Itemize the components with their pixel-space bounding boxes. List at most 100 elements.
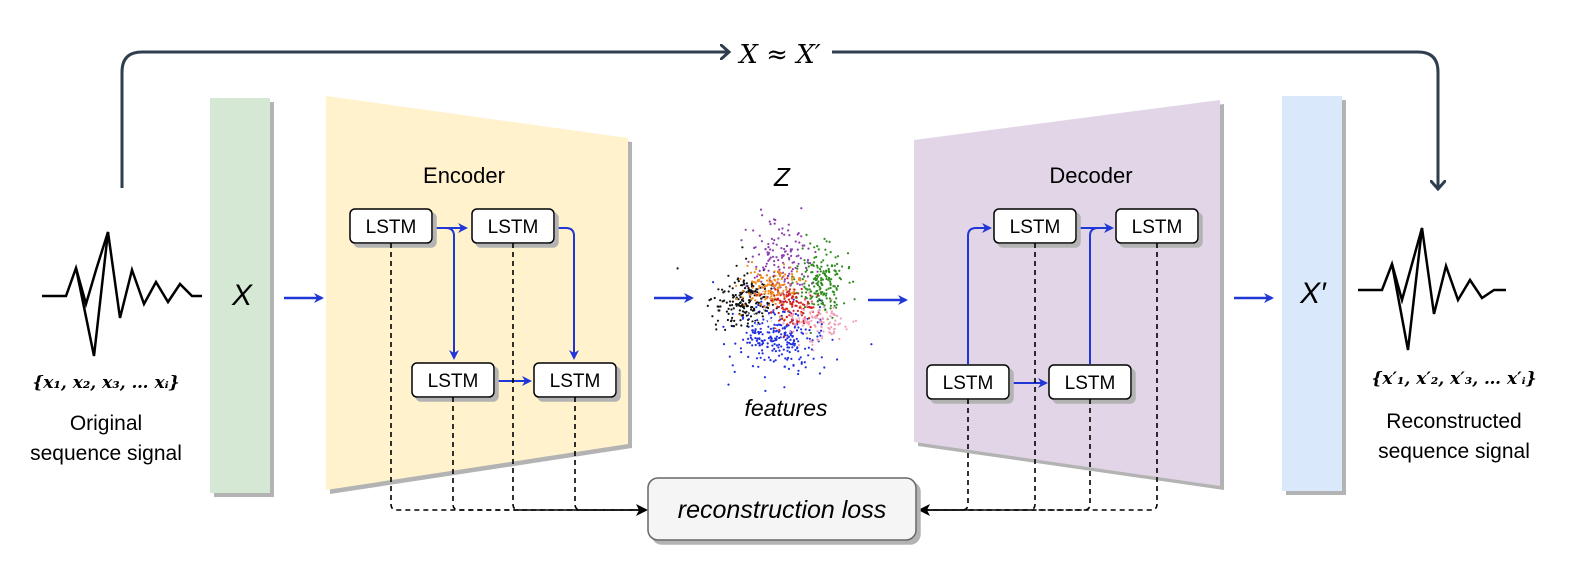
latent-point: [759, 276, 763, 279]
latent-point: [778, 286, 781, 289]
reconstructed-sequence-label: {x′₁, x′₂, x′₃, … x′ᵢ}: [1371, 369, 1536, 389]
latent-point: [797, 350, 800, 353]
latent-point: [833, 304, 836, 307]
latent-point: [791, 273, 794, 276]
latent-point: [821, 299, 824, 302]
latent-point: [816, 289, 819, 292]
latent-point: [765, 262, 768, 265]
latent-point: [766, 279, 769, 282]
encoder-lstm-cell: LSTM: [533, 362, 617, 398]
latent-point: [753, 317, 757, 320]
latent-point: [829, 282, 832, 285]
latent-point: [798, 317, 801, 320]
latent-point: [755, 306, 758, 309]
latent-point: [749, 271, 753, 274]
svg-text:LSTM: LSTM: [1132, 217, 1183, 238]
latent-point: [747, 355, 750, 358]
latent-point: [832, 306, 835, 309]
latent-point: [777, 343, 781, 346]
latent-point: [807, 247, 810, 250]
latent-point: [791, 268, 794, 271]
encoder-lstm-cell: LSTM: [349, 208, 433, 244]
latent-point: [834, 256, 837, 259]
latent-point: [812, 349, 815, 352]
latent-point: [820, 337, 824, 340]
latent-point: [793, 326, 796, 329]
latent-point: [809, 297, 812, 300]
latent-point: [782, 348, 785, 351]
latent-point: [852, 320, 855, 323]
latent-point: [754, 282, 758, 285]
latent-point: [814, 250, 817, 254]
latent-point: [776, 324, 779, 327]
reconstruction-loop-arrow: [120, 52, 1438, 188]
latent-point: [833, 293, 836, 296]
latent-point: [775, 344, 779, 347]
latent-point: [742, 338, 745, 341]
latent-point: [870, 343, 873, 346]
latent-point: [733, 370, 736, 373]
latent-point: [800, 307, 804, 310]
latent-point: [834, 273, 837, 276]
latent-point: [825, 297, 828, 300]
latent-point: [761, 312, 764, 315]
latent-point: [805, 291, 808, 294]
latent-point: [786, 343, 789, 346]
latent-point: [818, 317, 821, 320]
latent-point: [800, 321, 804, 324]
latent-point: [778, 268, 781, 271]
latent-point: [732, 307, 735, 310]
reconstructed-caption-line1: Reconstructed: [1386, 410, 1521, 433]
latent-point: [835, 288, 838, 291]
latent-point: [812, 261, 816, 264]
latent-point: [796, 309, 800, 312]
latent-point: [828, 240, 831, 243]
latent-point: [790, 276, 794, 279]
latent-point: [789, 250, 792, 253]
latent-point: [769, 319, 772, 322]
latent-point: [786, 334, 789, 337]
input-block: [210, 98, 270, 493]
latent-point: [761, 214, 764, 217]
latent-point: [741, 313, 745, 317]
latent-point: [803, 244, 806, 247]
latent-point: [806, 261, 809, 264]
latent-point: [732, 325, 736, 328]
latent-point: [791, 278, 794, 281]
latent-point: [795, 291, 798, 294]
latent-point: [808, 320, 811, 323]
latent-point: [743, 287, 747, 290]
latent-point: [766, 345, 769, 349]
decoder-title: Decoder: [1049, 163, 1132, 188]
latent-point: [790, 270, 793, 273]
latent-point: [777, 311, 780, 315]
latent-point: [836, 273, 839, 276]
latent-point: [731, 300, 735, 303]
latent-point: [775, 338, 778, 341]
latent-point: [794, 266, 797, 269]
latent-point: [783, 326, 786, 329]
latent-point: [755, 339, 759, 342]
latent-point: [829, 280, 832, 283]
latent-point: [829, 315, 832, 318]
latent-point: [783, 319, 786, 322]
latent-point: [836, 314, 839, 318]
latent-point: [800, 295, 803, 298]
latent-point: [808, 317, 811, 320]
latent-point: [748, 341, 751, 344]
latent-point: [796, 248, 799, 251]
latent-point: [792, 290, 796, 293]
latent-point: [773, 260, 776, 263]
latent-point: [743, 323, 746, 327]
latent-point: [806, 258, 810, 262]
latent-point: [751, 280, 754, 283]
latent-point: [767, 289, 770, 293]
latent-point: [769, 297, 772, 300]
latent-point: [763, 358, 766, 361]
latent-point: [780, 333, 783, 336]
latent-point: [795, 329, 799, 332]
latent-point: [752, 311, 756, 314]
latent-point: [767, 322, 770, 325]
latent-point: [820, 323, 823, 326]
latent-point: [817, 248, 820, 251]
